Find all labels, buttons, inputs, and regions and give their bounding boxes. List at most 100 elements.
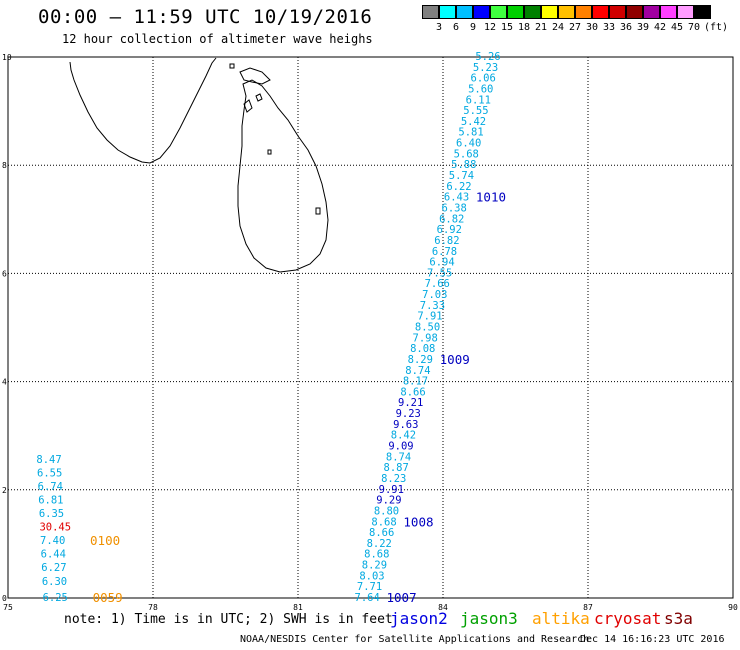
- x-tick-label: 75: [3, 603, 13, 610]
- page-title: 00:00 – 11:59 UTC 10/19/2016: [38, 6, 373, 28]
- wave-obs-label: 6.25: [43, 592, 68, 604]
- legend-swatch: [660, 5, 677, 19]
- legend-swatch: [524, 5, 541, 19]
- legend-label: 12: [483, 22, 497, 33]
- track-time-label: 1010: [476, 190, 506, 205]
- page-subtitle: 12 hour collection of altimeter wave hei…: [62, 32, 373, 46]
- jaffna-peninsula: [239, 67, 271, 85]
- satellite-tracks: 7.647.718.038.298.688.228.668.688.809.29…: [36, 51, 506, 605]
- wave-obs-label: 7.66: [425, 278, 450, 290]
- wave-obs-label: 6.40: [456, 138, 481, 150]
- legend-label: 39: [636, 22, 650, 33]
- wave-obs-label: 8.66: [369, 527, 394, 539]
- wave-obs-label: 8.66: [400, 386, 425, 398]
- wave-obs-label: 8.22: [367, 538, 392, 550]
- wave-obs-label: 5.60: [468, 83, 493, 95]
- y-tick-label: 6: [2, 269, 7, 278]
- legend-swatch: [422, 5, 439, 19]
- wave-obs-label: 7.33: [420, 300, 445, 312]
- legend-label: 36: [619, 22, 633, 33]
- legend-label: 45: [670, 22, 684, 33]
- legend-swatch: [609, 5, 626, 19]
- legend-swatch: [592, 5, 609, 19]
- wave-obs-label: 6.38: [442, 202, 467, 214]
- track-time-label: 0100: [90, 533, 120, 548]
- wave-obs-label: 6.22: [446, 181, 471, 193]
- generated-timestamp: Dec 14 16:16:23 UTC 2016: [580, 634, 725, 645]
- wave-obs-label: 7.64: [355, 592, 380, 604]
- legend-swatch: [643, 5, 660, 19]
- wave-obs-label: 6.44: [41, 549, 66, 561]
- legend-swatch: [694, 5, 711, 19]
- wave-obs-label: 8.42: [391, 430, 416, 442]
- wave-obs-label: 8.87: [384, 462, 409, 474]
- legend-unit: (ft): [704, 22, 729, 33]
- legend-label: 27: [568, 22, 582, 33]
- coast-islet-4: [229, 63, 235, 69]
- x-tick-label: 84: [438, 603, 448, 610]
- wave-obs-label: 8.50: [415, 322, 440, 334]
- wave-obs-label: 7.98: [413, 332, 438, 344]
- legend-label: 18: [517, 22, 531, 33]
- legend-swatch: [677, 5, 694, 19]
- y-tick-label: 8: [2, 161, 7, 170]
- wave-obs-label: 8.80: [374, 505, 399, 517]
- wave-obs-label: 9.91: [379, 484, 404, 496]
- coast-islet-3: [315, 207, 321, 215]
- legend-swatch: [473, 5, 490, 19]
- mannar-island: [243, 99, 253, 113]
- axis-labels: 75 78 81 84 87 90 0 2 4 6 8 10: [2, 53, 738, 610]
- wave-obs-label: 5.88: [451, 159, 476, 171]
- wave-obs-label: 5.55: [463, 105, 488, 117]
- legend-label: 30: [585, 22, 599, 33]
- wave-obs-label: 7.91: [417, 311, 442, 323]
- legend-swatch: [490, 5, 507, 19]
- wave-obs-label: 6.30: [42, 576, 67, 588]
- wave-obs-label: 8.74: [386, 451, 411, 463]
- wave-obs-label: 5.26: [475, 51, 500, 63]
- wave-obs-label: 6.35: [39, 508, 64, 520]
- wave-obs-label: 8.03: [359, 570, 384, 582]
- legend-swatch: [507, 5, 524, 19]
- y-tick-label: 0: [2, 594, 7, 603]
- coast-islet-1: [255, 93, 263, 102]
- legend-label: 6: [452, 22, 460, 33]
- wave-obs-label: 9.09: [388, 441, 413, 453]
- track-time-label: 1008: [403, 514, 433, 529]
- wave-obs-label: 8.29: [362, 560, 387, 572]
- wave-obs-label: 6.11: [466, 94, 491, 106]
- plot-frame: [7, 56, 734, 599]
- wave-obs-label: 9.21: [398, 397, 423, 409]
- wave-obs-label: 6.82: [439, 213, 464, 225]
- wave-obs-label: 6.78: [432, 246, 457, 258]
- wave-obs-label: 9.63: [393, 419, 418, 431]
- wave-obs-label: 8.68: [364, 549, 389, 561]
- wave-obs-label: 6.82: [434, 235, 459, 247]
- india-coastline: [69, 57, 217, 164]
- legend-label: 9: [469, 22, 477, 33]
- satellite-key-altika: altika: [532, 609, 590, 628]
- wave-obs-label: 6.74: [38, 481, 63, 493]
- legend-swatch: [626, 5, 643, 19]
- legend-swatch: [456, 5, 473, 19]
- legend-label: 24: [551, 22, 565, 33]
- wave-obs-label: 6.27: [41, 562, 66, 574]
- wave-obs-label: 6.92: [437, 224, 462, 236]
- grid-lines: [8, 57, 733, 598]
- wave-obs-label: 9.23: [396, 408, 421, 420]
- x-tick-label: 78: [148, 603, 158, 610]
- wave-obs-label: 6.43: [444, 192, 469, 204]
- y-tick-label: 4: [2, 378, 7, 387]
- legend-label: 70: [687, 22, 701, 33]
- wave-obs-label: 8.08: [410, 343, 435, 355]
- footnote: note: 1) Time is in UTC; 2) SWH is in fe…: [64, 612, 393, 627]
- track-time-label: 1007: [387, 590, 417, 605]
- wave-obs-label: 7.40: [40, 535, 65, 547]
- wave-obs-label: 9.29: [376, 495, 401, 507]
- satellite-key-jason3: jason3: [460, 609, 518, 628]
- x-tick-label: 87: [583, 603, 593, 610]
- wave-obs-label: 6.94: [429, 257, 454, 269]
- wave-obs-label: 8.47: [36, 454, 61, 466]
- y-tick-label: 2: [2, 486, 7, 495]
- wave-obs-label: 5.23: [473, 62, 498, 74]
